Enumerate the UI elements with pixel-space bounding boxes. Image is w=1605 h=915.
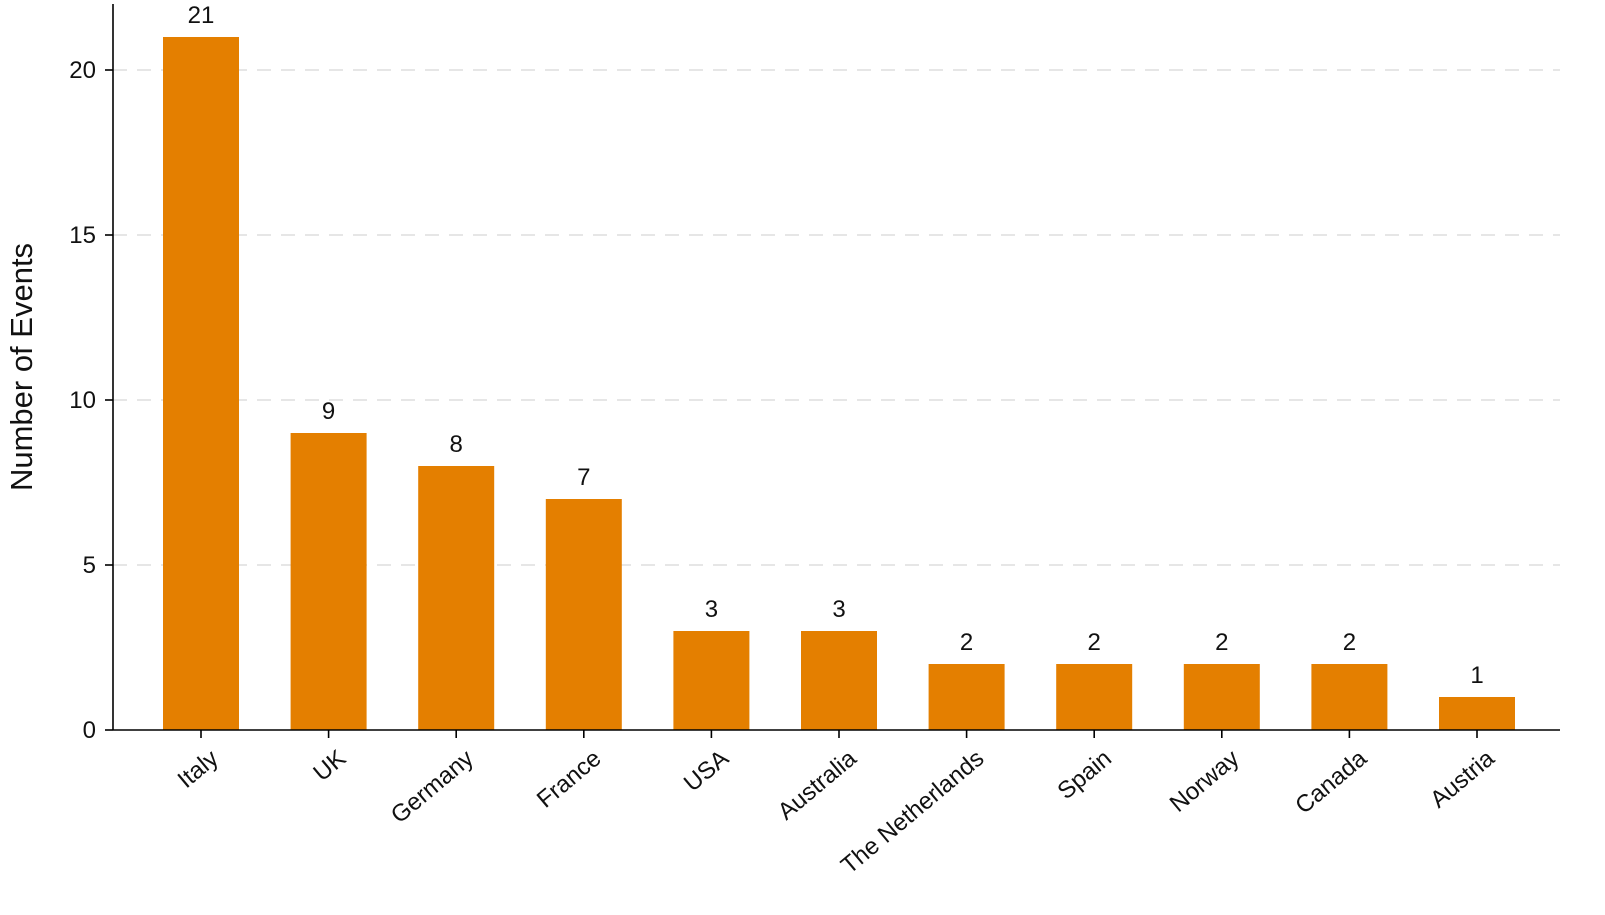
- gridlines: [113, 69, 1560, 566]
- x-tick-label: Norway: [1165, 745, 1245, 818]
- bar-spain: [1056, 664, 1133, 730]
- x-tick-label: Spain: [1052, 745, 1116, 805]
- x-tick-label: Canada: [1290, 744, 1372, 819]
- x-tick-label: France: [532, 745, 607, 814]
- bar-italy: [163, 37, 239, 730]
- y-axis-ticks: 0 5 10 15 20: [69, 57, 113, 744]
- bar-value-label: 2: [1088, 629, 1101, 656]
- bar-uk: [290, 433, 367, 730]
- bars: [163, 37, 1515, 730]
- bar-value-label: 9: [322, 398, 335, 425]
- bar-value-label: 8: [450, 431, 463, 458]
- y-tick-label: 0: [83, 717, 96, 744]
- bar-value-label: 2: [960, 629, 973, 656]
- bar-germany: [418, 466, 495, 730]
- x-tick-label: Australia: [773, 744, 862, 825]
- x-tick-label: Germany: [386, 745, 479, 829]
- x-tick-label: Italy: [173, 745, 224, 794]
- y-tick-label: 10: [69, 387, 96, 414]
- bar-value-label: 7: [577, 464, 590, 491]
- bar-value-label: 2: [1343, 629, 1356, 656]
- x-tick-label: USA: [679, 745, 734, 797]
- axes: [112, 4, 1560, 731]
- y-axis-title: Number of Events: [4, 243, 39, 491]
- bar-norway: [1183, 664, 1260, 730]
- y-tick-label: 5: [83, 552, 96, 579]
- bar-usa: [673, 631, 750, 730]
- bar-australia: [801, 631, 877, 730]
- bar-france: [545, 499, 622, 730]
- bar-value-label: 1: [1470, 662, 1483, 689]
- bar-value-label: 21: [188, 2, 215, 29]
- bar-austria: [1439, 697, 1515, 730]
- bar-value-label: 3: [705, 596, 718, 623]
- x-tick-label: UK: [308, 745, 351, 787]
- bar-the-netherlands: [928, 664, 1005, 730]
- bar-value-label: 3: [832, 596, 845, 623]
- x-tick-label: Austria: [1425, 744, 1500, 813]
- y-tick-label: 15: [69, 222, 96, 249]
- bar-value-label: 2: [1215, 629, 1228, 656]
- bar-canada: [1311, 664, 1388, 730]
- y-tick-label: 20: [69, 57, 96, 84]
